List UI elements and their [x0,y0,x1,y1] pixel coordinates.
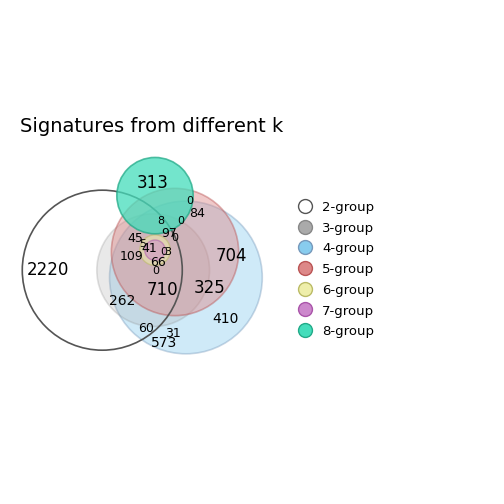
Text: 97: 97 [162,227,177,240]
Title: Signatures from different k: Signatures from different k [20,117,283,136]
Text: 31: 31 [165,327,181,340]
Text: 313: 313 [137,174,168,192]
Text: 41: 41 [141,242,157,255]
Text: 410: 410 [213,312,239,326]
Circle shape [140,235,170,266]
Text: 262: 262 [109,294,136,308]
Text: 84: 84 [190,207,206,220]
Text: 0: 0 [153,266,160,276]
Text: 5: 5 [139,239,146,249]
Text: 3: 3 [164,247,171,257]
Circle shape [145,240,165,261]
Text: 0: 0 [177,216,184,226]
Text: 2220: 2220 [27,261,69,279]
Text: 573: 573 [151,336,177,350]
Text: 0: 0 [171,233,178,243]
Text: 66: 66 [150,256,165,269]
Text: 710: 710 [147,281,178,299]
Text: 325: 325 [194,279,225,297]
Text: 704: 704 [216,246,247,265]
Circle shape [117,157,193,234]
Text: 0: 0 [186,196,193,206]
Text: 109: 109 [119,250,143,263]
Circle shape [111,188,238,316]
Text: 8: 8 [157,216,164,226]
Circle shape [109,201,262,354]
Text: 60: 60 [138,322,154,335]
Text: 0: 0 [160,247,167,257]
Text: 45: 45 [127,232,143,244]
Legend: 2-group, 3-group, 4-group, 5-group, 6-group, 7-group, 8-group: 2-group, 3-group, 4-group, 5-group, 6-gr… [294,197,378,342]
Circle shape [97,214,210,327]
